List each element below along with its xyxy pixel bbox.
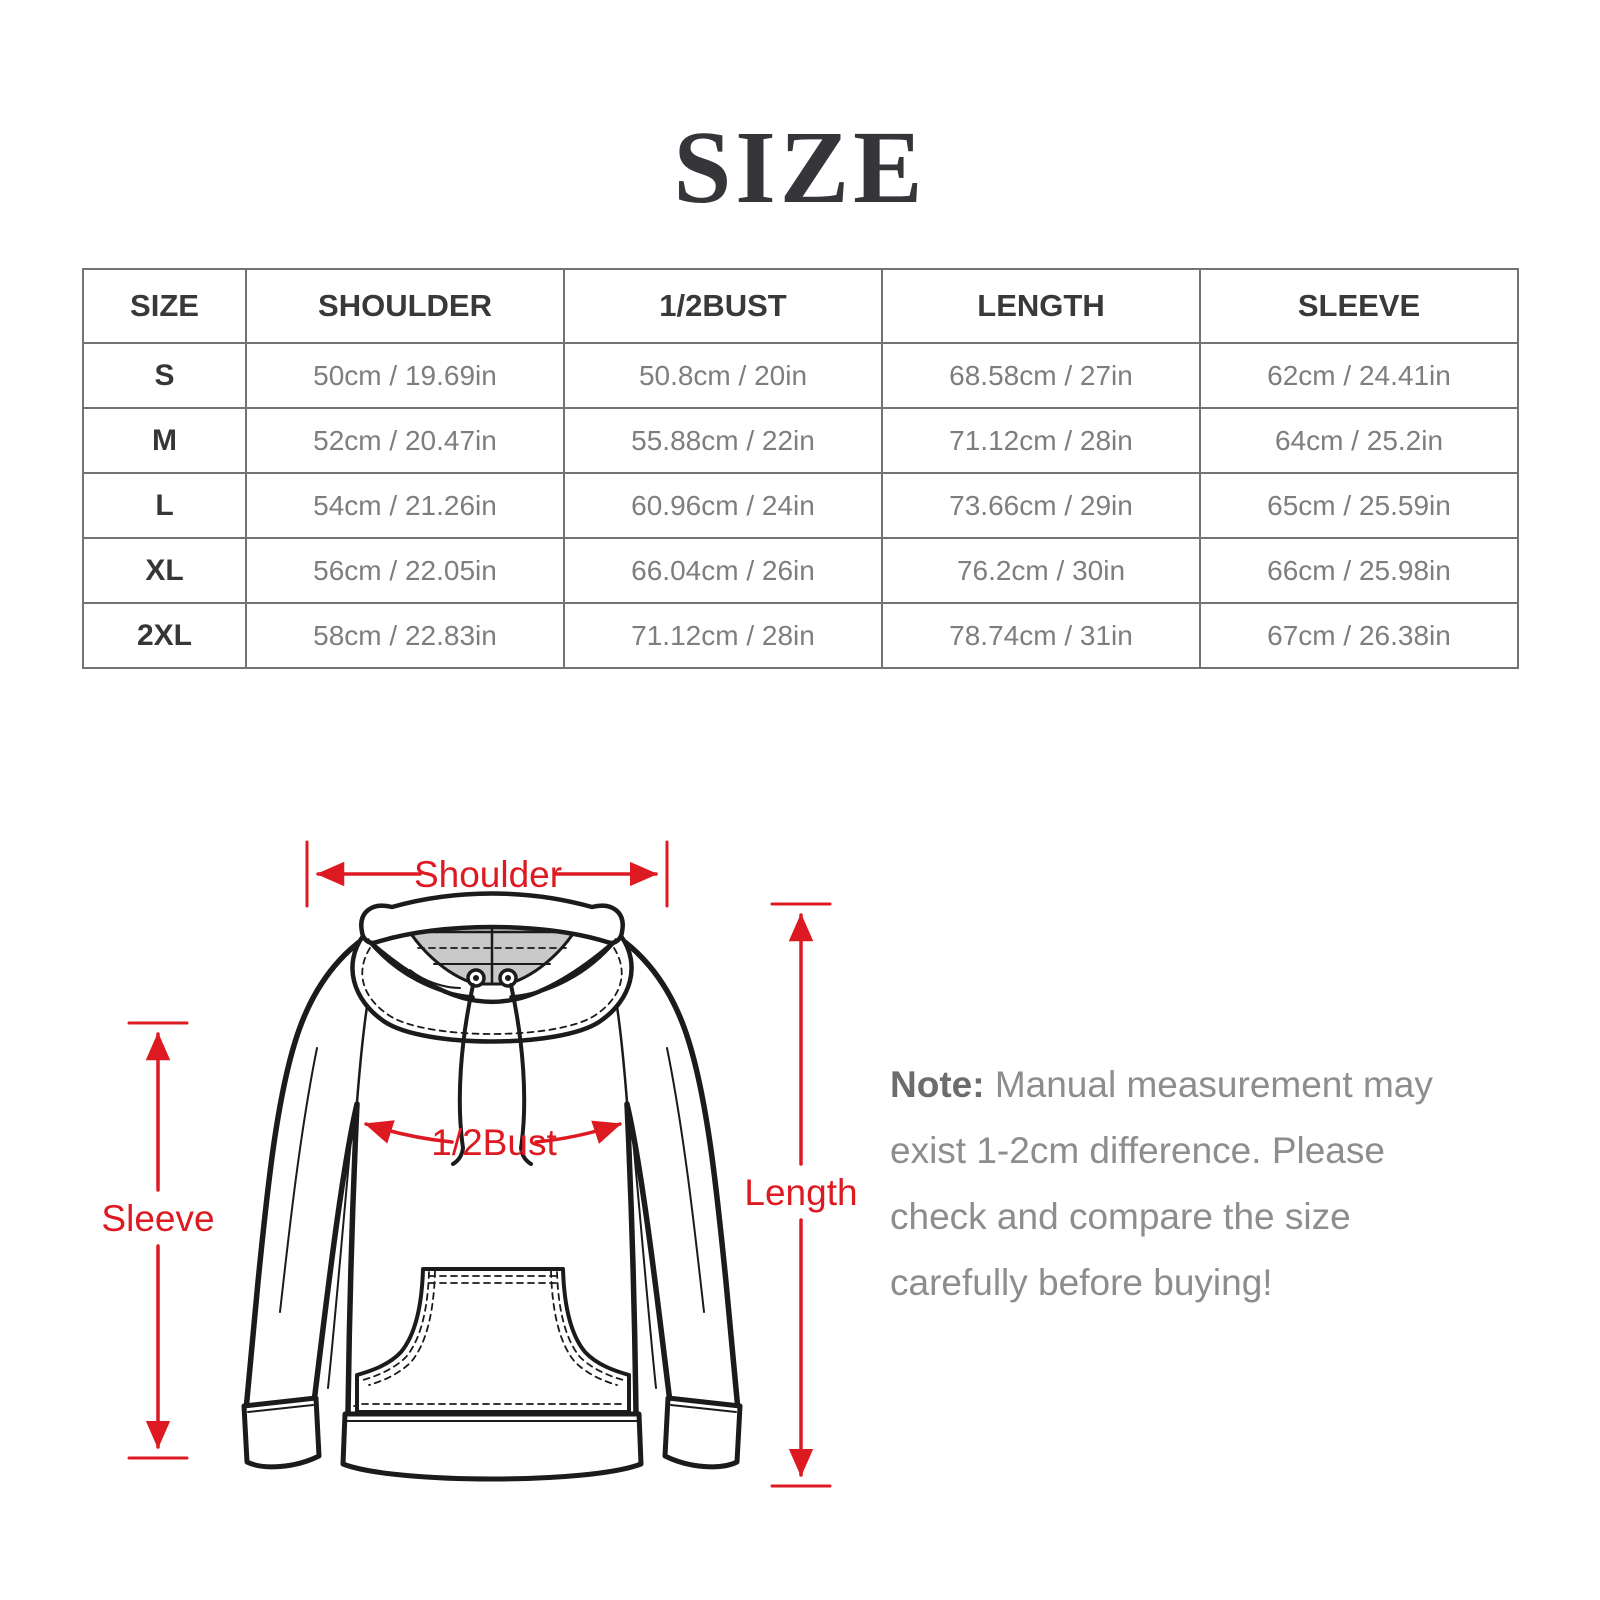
cell-shoulder: 56cm / 22.05in — [245, 537, 565, 604]
table-row: L 54cm / 21.26in 60.96cm / 24in 73.66cm … — [82, 472, 1519, 539]
cell-shoulder: 52cm / 20.47in — [245, 407, 565, 474]
cell-shoulder: 58cm / 22.83in — [245, 602, 565, 669]
measurement-labels: Shoulder 1/2Bust Length Sleeve — [101, 854, 857, 1239]
cell-length: 71.12cm / 28in — [881, 407, 1201, 474]
cell-bust: 71.12cm / 28in — [563, 602, 883, 669]
column-header-size: SIZE — [82, 268, 247, 344]
column-header-length: LENGTH — [881, 268, 1201, 344]
bust-arrow — [364, 1120, 622, 1144]
note-line-1: Manual measurement may — [994, 1064, 1433, 1105]
sleeve-label: Sleeve — [101, 1198, 214, 1239]
note-line-4: carefully before buying! — [890, 1262, 1273, 1303]
cell-shoulder: 54cm / 21.26in — [245, 472, 565, 539]
hem-band — [340, 1411, 644, 1482]
table-row: XL 56cm / 22.05in 66.04cm / 26in 76.2cm … — [82, 537, 1519, 604]
cell-length: 78.74cm / 31in — [881, 602, 1201, 669]
cell-bust: 66.04cm / 26in — [563, 537, 883, 604]
hoodie-flat-sketch — [241, 891, 743, 1482]
table-row: M 52cm / 20.47in 55.88cm / 22in 71.12cm … — [82, 407, 1519, 474]
measurement-arrows — [127, 840, 832, 1488]
left-drawstring — [451, 983, 475, 1166]
collar-top-band — [359, 891, 625, 946]
shoulder-label: Shoulder — [414, 854, 562, 895]
cell-size: L — [82, 472, 247, 539]
note-prefix: Note: — [890, 1064, 985, 1105]
bust-label: 1/2Bust — [431, 1122, 557, 1163]
note-line-3: check and compare the size — [890, 1196, 1351, 1237]
cell-bust: 55.88cm / 22in — [563, 407, 883, 474]
hoodie-measurement-diagram: Shoulder 1/2Bust Length Sleeve — [101, 840, 858, 1488]
cell-bust: 60.96cm / 24in — [563, 472, 883, 539]
cell-sleeve: 65cm / 25.59in — [1199, 472, 1519, 539]
cell-length: 73.66cm / 29in — [881, 472, 1201, 539]
cell-size: S — [82, 342, 247, 409]
kangaroo-pocket — [355, 1267, 631, 1414]
table-header-row: SIZE SHOULDER 1/2BUST LENGTH SLEEVE — [82, 268, 1519, 344]
shoulder-arrow — [305, 840, 669, 908]
page-title: SIZE — [673, 110, 927, 225]
cell-sleeve: 62cm / 24.41in — [1199, 342, 1519, 409]
size-table: SIZE SHOULDER 1/2BUST LENGTH SLEEVE S 50… — [82, 268, 1519, 669]
cell-length: 76.2cm / 30in — [881, 537, 1201, 604]
cell-sleeve: 66cm / 25.98in — [1199, 537, 1519, 604]
column-header-sleeve: SLEEVE — [1199, 268, 1519, 344]
length-arrow — [770, 902, 832, 1488]
cell-shoulder: 50cm / 19.69in — [245, 342, 565, 409]
right-drawstring — [509, 983, 533, 1166]
cell-sleeve: 67cm / 26.38in — [1199, 602, 1519, 669]
table-row: S 50cm / 19.69in 50.8cm / 20in 68.58cm /… — [82, 342, 1519, 409]
cell-sleeve: 64cm / 25.2in — [1199, 407, 1519, 474]
cell-size: M — [82, 407, 247, 474]
cowl-collar — [350, 933, 634, 1044]
column-header-shoulder: SHOULDER — [245, 268, 565, 344]
right-cuff — [662, 1395, 743, 1470]
hoodie-body-outline — [243, 909, 741, 1419]
sleeve-arrow — [127, 1021, 189, 1460]
column-header-bust: 1/2BUST — [563, 268, 883, 344]
length-label: Length — [744, 1172, 857, 1213]
cell-size: XL — [82, 537, 247, 604]
cell-bust: 50.8cm / 20in — [563, 342, 883, 409]
note-line-2: exist 1-2cm difference. Please — [890, 1130, 1385, 1171]
cell-length: 68.58cm / 27in — [881, 342, 1201, 409]
table-row: 2XL 58cm / 22.83in 71.12cm / 28in 78.74c… — [82, 602, 1519, 669]
left-cuff — [241, 1395, 322, 1470]
cell-size: 2XL — [82, 602, 247, 669]
note-block: Note: Manual measurement may exist 1-2cm… — [890, 1052, 1505, 1316]
